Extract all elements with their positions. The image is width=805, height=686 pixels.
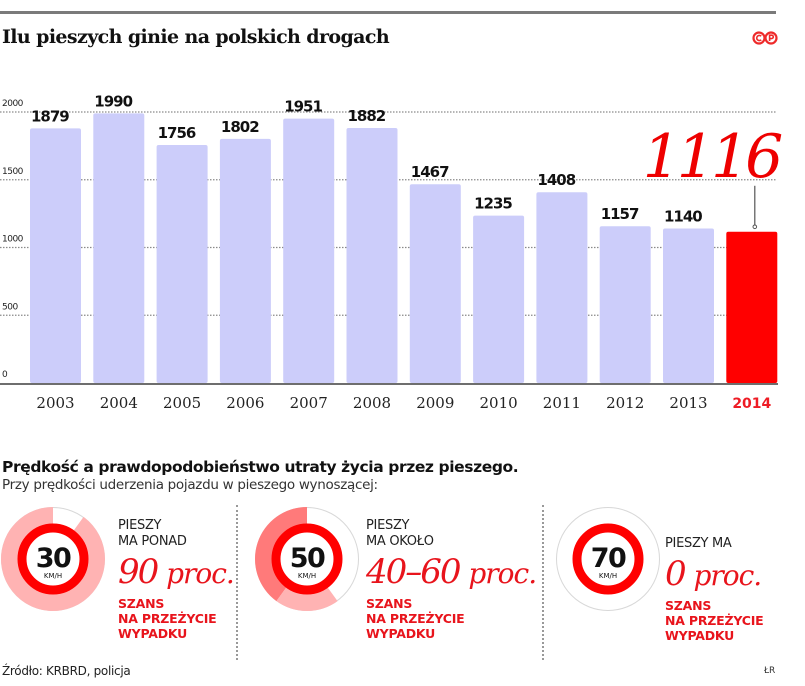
labels-layer: 0 500 1000 1500 2000 1879 2003 1990 2004 1756 2005… (0, 92, 786, 412)
bar-value-label: 1990 (94, 92, 132, 110)
bar-2003 (30, 128, 81, 383)
chance-line: NA PRZEŻYCIE (366, 611, 465, 626)
chance-line: SZANS (118, 596, 165, 611)
lead-line: PIESZY MA (665, 536, 732, 551)
chance-text: SZANS NA PRZEŻYCIE WYPADKU (665, 598, 764, 643)
bar-value-label: 1408 (537, 171, 575, 189)
x-tick-label: 2008 (353, 394, 391, 412)
x-tick-label: 2011 (543, 394, 581, 412)
bar-value-label: 1467 (411, 163, 449, 181)
bar-value-label: 1879 (31, 107, 69, 125)
highlight-value-label: 1116 (643, 122, 783, 192)
chance-text: SZANS NA PRZEŻYCIE WYPADKU (118, 596, 234, 641)
bar-value-label: 1882 (348, 107, 386, 125)
x-tick-label: 2009 (416, 394, 454, 412)
x-tick-label: 2007 (290, 394, 328, 412)
lead-text: PIESZY MA OKOŁO (366, 518, 536, 550)
chance-line: NA PRZEŻYCIE (118, 611, 217, 626)
speed-unit: KM/H (298, 572, 316, 580)
cc-by-logo-icon (752, 31, 778, 45)
percent-number: 40–60 (366, 552, 462, 592)
annotation-leader-dot (752, 224, 758, 230)
bar-2013 (663, 228, 714, 383)
bar-2004 (93, 113, 145, 384)
speed-value: 70 (591, 543, 626, 574)
bar-2010 (473, 215, 525, 383)
bar-2006 (219, 138, 271, 383)
percent-value: 40–60 proc. (366, 550, 537, 596)
lead-line: PIESZY (118, 518, 162, 533)
chart-title: Ilu pieszych ginie na polskich drogach (2, 26, 390, 48)
x-tick-label: 2006 (226, 394, 264, 412)
bar-value-label: 1157 (601, 205, 639, 223)
speed-section-subtitle: Przy prędkości uderzenia pojazdu w piesz… (2, 477, 378, 493)
y-tick-label: 500 (2, 302, 18, 312)
percent-unit: proc. (468, 557, 537, 590)
lead-text: PIESZY MA PONAD (118, 518, 234, 550)
speed-sign-ring (271, 523, 343, 595)
percent-value: 90 proc. (118, 550, 235, 596)
bar-2012 (599, 226, 651, 383)
bar-2014 (726, 231, 778, 383)
source-note: Źródło: KRBRD, policja (2, 664, 131, 678)
x-tick-label: 2003 (36, 394, 74, 412)
lead-line: MA PONAD (118, 534, 187, 549)
author-initials: ŁR (764, 666, 776, 676)
bars-layer (30, 113, 778, 384)
bar-value-label: 1756 (158, 124, 196, 142)
lead-line: PIESZY (366, 518, 410, 533)
percent-unit: proc. (693, 559, 762, 592)
y-tick-label: 0 (2, 370, 8, 380)
speed-section-title: Prędkość a prawdopodobieństwo utraty życ… (2, 458, 519, 476)
bar-value-label: 1140 (664, 208, 702, 226)
survival-arc (254, 507, 307, 602)
speed-sign-ring (572, 523, 644, 595)
chance-line: WYPADKU (366, 626, 436, 641)
chance-line: WYPADKU (118, 626, 188, 641)
x-tick-label: 2014 (732, 396, 771, 412)
speed-value: 30 (36, 543, 71, 574)
lead-line: MA OKOŁO (366, 534, 434, 549)
chance-line: SZANS (366, 596, 413, 611)
percent-value: 0 proc. (665, 552, 764, 598)
speed-unit: KM/H (599, 572, 617, 580)
bar-value-label: 1235 (474, 195, 512, 213)
group-divider (542, 505, 544, 660)
y-tick-label: 2000 (2, 99, 24, 109)
bar-2007 (283, 118, 335, 383)
x-tick-label: 2004 (100, 394, 138, 412)
percent-number: 0 (665, 554, 687, 594)
speed-unit: KM/H (44, 572, 62, 580)
lead-text: PIESZY MA (665, 536, 764, 552)
percent-number: 90 (118, 552, 159, 592)
bar-chart: 0 500 1000 1500 2000 1879 2003 1990 2004 1756 2005… (0, 92, 786, 412)
bar-2008 (346, 127, 398, 383)
bar-value-label: 1951 (284, 98, 322, 116)
top-rule (0, 11, 776, 14)
speed-sign-ring (17, 523, 89, 595)
x-tick-label: 2012 (606, 394, 644, 412)
survival-arc (0, 507, 105, 611)
x-tick-label: 2005 (163, 394, 201, 412)
y-tick-label: 1000 (2, 235, 24, 245)
chance-text: SZANS NA PRZEŻYCIE WYPADKU (366, 596, 536, 641)
x-tick-label: 2013 (669, 394, 707, 412)
percent-unit: proc. (166, 557, 235, 590)
y-tick-label: 1500 (2, 167, 24, 177)
group-divider (236, 505, 238, 660)
chance-line: SZANS (665, 598, 712, 613)
bar-2009 (409, 184, 461, 383)
bar-2011 (536, 192, 588, 383)
survival-range-arc (276, 586, 338, 611)
bar-2005 (156, 145, 208, 383)
speed-value: 50 (290, 543, 325, 574)
chance-line: WYPADKU (665, 628, 735, 643)
bar-value-label: 1802 (221, 118, 259, 136)
chance-line: NA PRZEŻYCIE (665, 613, 764, 628)
x-tick-label: 2010 (480, 394, 518, 412)
